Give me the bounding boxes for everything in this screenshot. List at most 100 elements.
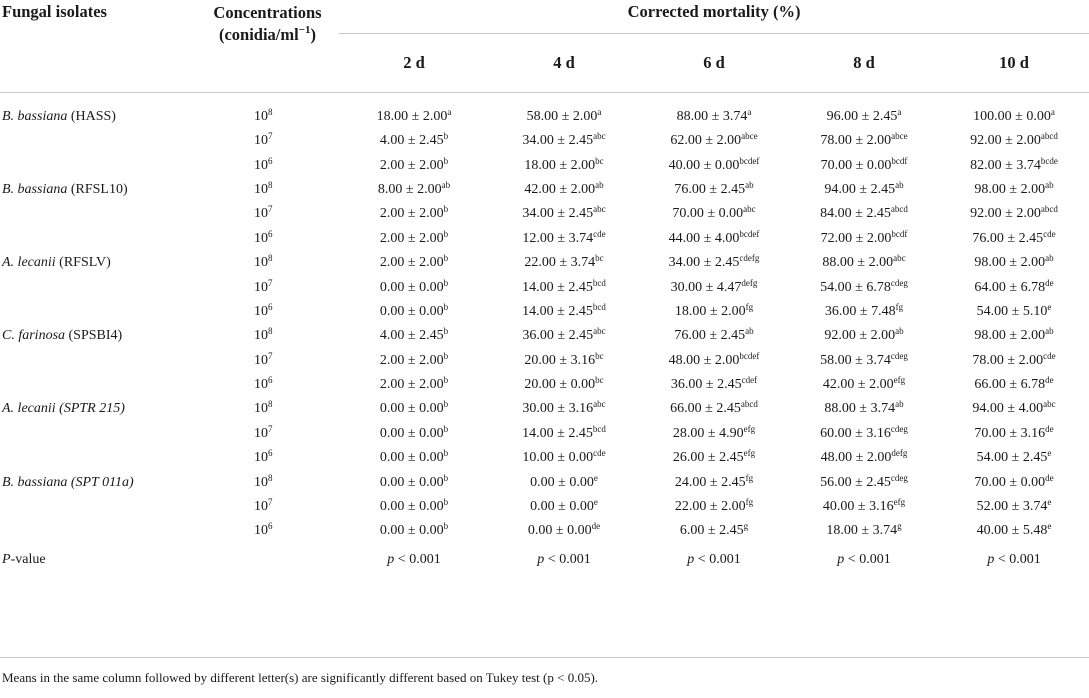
mortality-value: 40.00 ± 0.00 <box>668 157 740 173</box>
significance-letters: cde <box>1043 228 1056 239</box>
isolate-cell <box>0 495 196 519</box>
concentration-base: 10 <box>254 523 268 539</box>
significance-letters: bcdf <box>891 228 908 239</box>
mortality-value: 34.00 ± 2.45 <box>668 255 740 271</box>
concentration-exponent: 6 <box>268 155 273 166</box>
mortality-value: 88.00 ± 3.74 <box>676 109 748 124</box>
significance-letters: g <box>897 521 902 532</box>
header-day-4: 4 d <box>489 33 639 93</box>
concentration-base: 10 <box>254 109 268 124</box>
concentration-exponent: 6 <box>268 448 273 459</box>
significance-letters: b <box>443 399 449 410</box>
significance-letters: abcd <box>890 204 908 215</box>
concentration-base: 10 <box>254 352 268 368</box>
concentration-base: 10 <box>254 133 268 149</box>
mortality-value: 12.00 ± 3.74 <box>522 230 594 246</box>
table-footnote: Means in the same column followed by dif… <box>2 670 599 685</box>
mortality-table: Fungal isolates Concentrations (conidia/… <box>0 0 1089 576</box>
header-corrected-mortality: Corrected mortality (%) <box>627 2 801 21</box>
isolate-cell: A. lecanii (SPTR 215) <box>0 397 196 421</box>
significance-letters: g <box>743 521 749 532</box>
mortality-cell: 6.00 ± 2.45g <box>639 519 789 543</box>
mortality-cell: 42.00 ± 2.00ab <box>489 178 639 202</box>
significance-letters: cde <box>593 448 606 459</box>
significance-letters: bcd <box>592 423 606 434</box>
mortality-cell: 48.00 ± 2.00bcdef <box>639 349 789 373</box>
mortality-value: 76.00 ± 2.45 <box>674 181 746 197</box>
pvalue-symbol: p <box>687 551 695 567</box>
mortality-cell: 70.00 ± 0.00de <box>939 470 1089 494</box>
mortality-cell: 14.00 ± 2.45bcd <box>489 275 639 299</box>
concentration-base: 10 <box>254 255 268 271</box>
pvalue-cell: p < 0.001 <box>939 544 1089 576</box>
header-days-row: 2 d 4 d 6 d 8 d 10 d <box>0 33 1089 93</box>
concentration-exponent: 8 <box>268 253 273 264</box>
mortality-value: 94.00 ± 2.45 <box>824 181 896 197</box>
concentration-base: 10 <box>254 157 268 173</box>
significance-letters: cdeg <box>890 472 908 483</box>
mortality-cell: 48.00 ± 2.00defg <box>789 446 939 470</box>
mortality-value: 82.00 ± 3.74 <box>970 157 1041 173</box>
significance-letters: bc <box>595 155 604 166</box>
header-concentrations: Concentrations (conidia/ml−1) <box>196 0 339 93</box>
mortality-cell: 0.00 ± 0.00b <box>339 300 489 324</box>
mortality-value: 34.00 ± 2.45 <box>522 133 594 149</box>
significance-letters: abc <box>893 253 906 264</box>
mortality-cell: 2.00 ± 2.00b <box>339 373 489 397</box>
mortality-cell: 92.00 ± 2.00abcd <box>939 202 1089 226</box>
table-row: 107 0.00 ± 0.00b 0.00 ± 0.00e 22.00 ± 2.00f… <box>0 495 1089 519</box>
mortality-value: 20.00 ± 0.00 <box>524 377 596 393</box>
concentration-base: 10 <box>254 450 268 466</box>
table-row: A. lecanii (SPTR 215) 108 0.00 ± 0.00b 30.0… <box>0 397 1089 421</box>
significance-letters: ab <box>895 179 904 190</box>
concentration-cell: 106 <box>196 300 339 324</box>
mortality-value: 26.00 ± 2.45 <box>672 450 744 466</box>
significance-letters: ab <box>895 399 904 410</box>
mortality-cell: 54.00 ± 6.78cdeg <box>789 275 939 299</box>
significance-letters: bcdf <box>891 155 908 166</box>
significance-letters: fg <box>745 472 754 483</box>
mortality-value: 72.00 ± 2.00 <box>820 230 892 246</box>
mortality-value: 30.00 ± 3.16 <box>522 401 594 417</box>
pvalue-row: P-value p < 0.001 p < 0.001 p < 0.001 p < 0.… <box>0 544 1089 576</box>
mortality-cell: 20.00 ± 0.00bc <box>489 373 639 397</box>
mortality-value: 2.00 ± 2.00 <box>379 230 444 246</box>
mortality-cell: 26.00 ± 2.45efg <box>639 446 789 470</box>
table-row: 106 0.00 ± 0.00b 14.00 ± 2.45bcd 18.00 ± 2.… <box>0 300 1089 324</box>
table-row: B. bassiana (RFSL10) 108 8.00 ± 2.00ab 42.0… <box>0 178 1089 202</box>
mortality-value: 58.00 ± 3.74 <box>820 352 891 368</box>
concentration-cell: 107 <box>196 422 339 446</box>
table-body: B. bassiana (HASS) 108 18.00 ± 2.00a 58.00 … <box>0 93 1089 576</box>
mortality-cell: 66.00 ± 2.45abcd <box>639 397 789 421</box>
significance-letters: de <box>1045 423 1054 434</box>
header-concentrations-line2: (conidia/ml−1) <box>197 24 338 46</box>
table-row: 107 4.00 ± 2.45b 34.00 ± 2.45abc 62.00 ± 2.… <box>0 129 1089 153</box>
significance-letters: abce <box>741 131 758 142</box>
significance-letters: de <box>1045 277 1054 288</box>
mortality-cell: 40.00 ± 0.00bcdef <box>639 153 789 177</box>
mortality-value: 6.00 ± 2.45 <box>679 523 744 539</box>
mortality-cell: 30.00 ± 4.47defg <box>639 275 789 299</box>
mortality-value: 18.00 ± 2.00 <box>674 303 746 319</box>
isolate-cell: C. farinosa (SPSBI4) <box>0 324 196 348</box>
table-row: B. bassiana (SPT 011a) 108 0.00 ± 0.00b 0.0… <box>0 470 1089 494</box>
mortality-value: 0.00 ± 0.00 <box>379 401 444 417</box>
isolate-cell <box>0 129 196 153</box>
significance-letters: a <box>747 107 752 117</box>
concentration-cell: 108 <box>196 397 339 421</box>
table-row: A. lecanii (RFSLV) 108 2.00 ± 2.00b 22.00 ±… <box>0 251 1089 275</box>
mortality-cell: 36.00 ± 7.48fg <box>789 300 939 324</box>
significance-letters: e <box>593 497 598 508</box>
significance-letters: cdefg <box>739 253 760 264</box>
concentration-exponent: 7 <box>268 204 273 215</box>
isolate-species: A. lecanii <box>2 401 56 417</box>
mortality-cell: 70.00 ± 0.00bcdf <box>789 153 939 177</box>
significance-letters: bc <box>595 253 604 264</box>
mortality-cell: 76.00 ± 2.45cde <box>939 227 1089 251</box>
mortality-cell: 88.00 ± 3.74ab <box>789 397 939 421</box>
mortality-value: 20.00 ± 3.16 <box>524 352 596 368</box>
mortality-cell: 78.00 ± 2.00abce <box>789 129 939 153</box>
mortality-value: 92.00 ± 2.00 <box>824 328 896 344</box>
mortality-value: 0.00 ± 0.00 <box>379 450 444 466</box>
isolate-species: A. lecanii <box>2 255 56 271</box>
